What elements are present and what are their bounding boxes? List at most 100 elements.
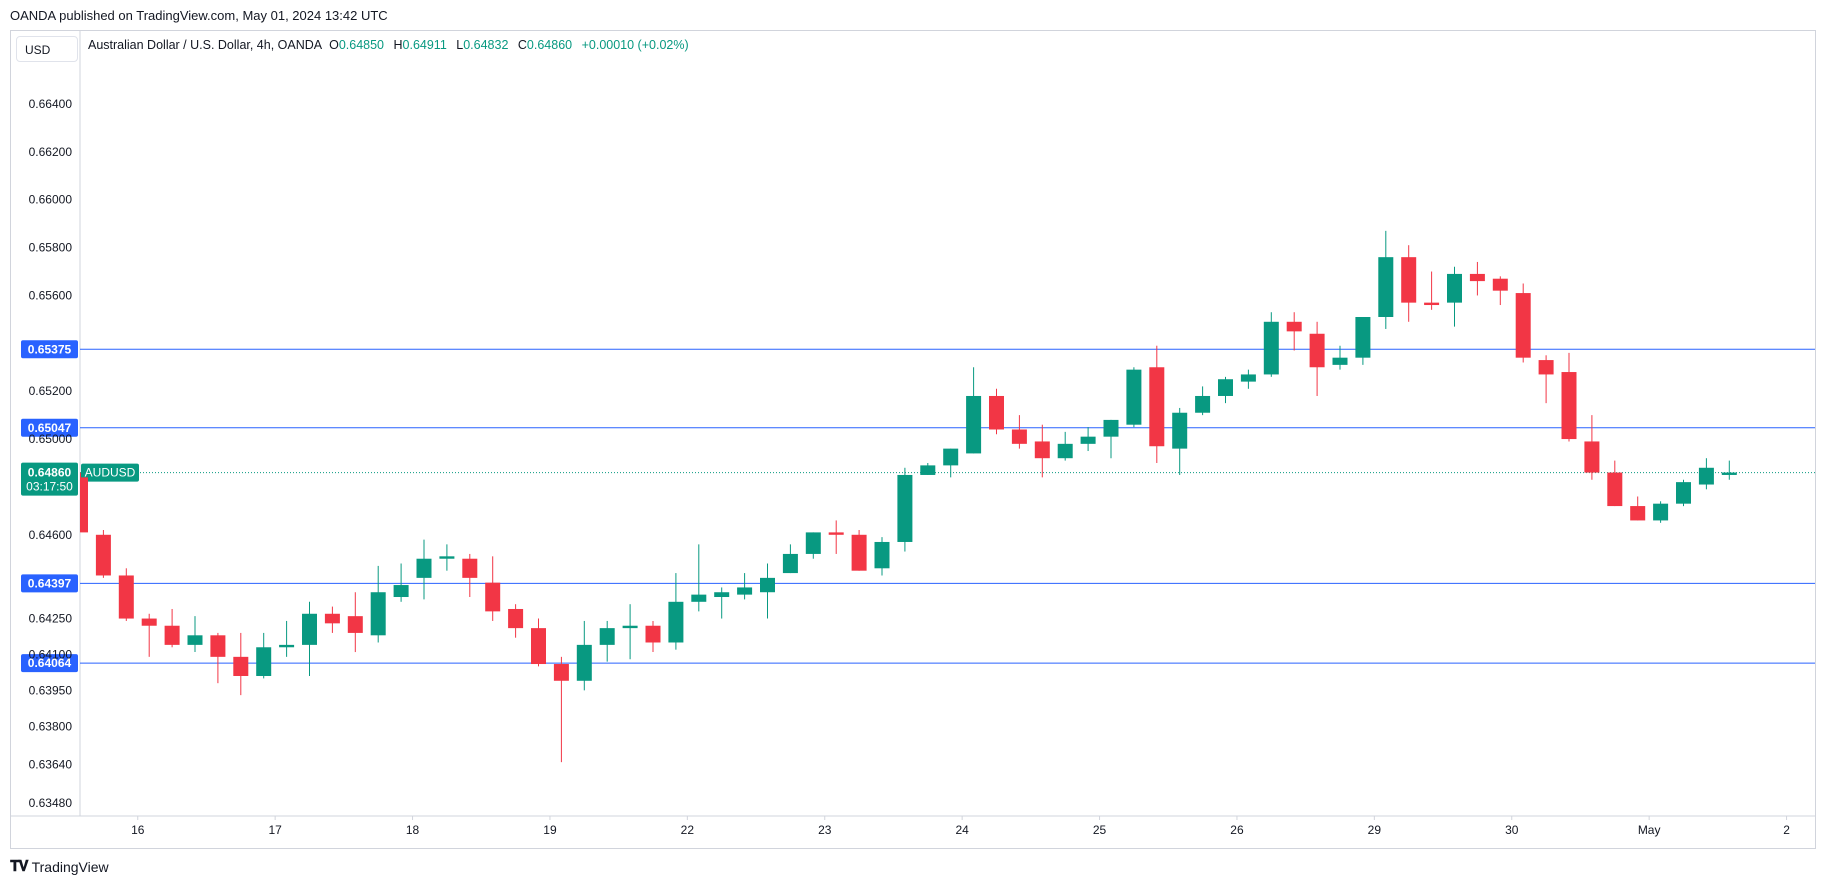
- candle-body: [118, 575, 134, 619]
- candle-body: [164, 625, 180, 645]
- candle-up: [1103, 419, 1119, 459]
- candle-body: [1218, 379, 1233, 396]
- candle-up: [279, 620, 295, 657]
- high-value: 0.64911: [402, 38, 447, 52]
- candle-body: [737, 587, 753, 595]
- candle-up: [920, 462, 936, 475]
- candle-body: [1057, 443, 1073, 459]
- candle-down: [1538, 355, 1554, 404]
- candle-up: [668, 573, 684, 650]
- horizontal-level-label: 0.65375: [28, 342, 72, 356]
- candle-down: [1584, 415, 1600, 480]
- candle-body: [1080, 436, 1096, 444]
- candle-up: [737, 573, 753, 600]
- candle-body: [1584, 441, 1600, 473]
- publisher-attribution: OANDA published on TradingView.com, May …: [10, 8, 388, 23]
- candle-up: [943, 448, 959, 478]
- candle-up: [805, 532, 821, 559]
- symbol-badge: [81, 463, 139, 482]
- currency-selector-button[interactable]: USD: [16, 36, 78, 62]
- x-tick-label: May: [1638, 823, 1661, 837]
- countdown-label: 03:17:50: [26, 480, 73, 494]
- candle-down: [164, 608, 180, 648]
- candle-up: [187, 616, 203, 653]
- y-tick-label: 0.66200: [29, 145, 73, 159]
- candle-up: [393, 563, 409, 602]
- symbol-title: Australian Dollar / U.S. Dollar, 4h, OAN…: [88, 38, 323, 52]
- candle-body: [347, 616, 363, 633]
- candle-up: [302, 601, 317, 676]
- candle-up: [1447, 266, 1462, 327]
- candle-down: [1401, 245, 1417, 322]
- chart-frame[interactable]: [10, 30, 1816, 849]
- axis-labels: 0.666000.664000.662000.660000.658000.656…: [29, 49, 1791, 837]
- y-tick-label: 0.64600: [29, 528, 73, 542]
- horizontal-level-label: 0.64064: [28, 656, 72, 670]
- tradingview-logo[interactable]: 𝐓𝐕 TradingView: [10, 858, 109, 875]
- candle-body: [1126, 369, 1142, 425]
- tradingview-logo-icon: 𝐓𝐕: [10, 858, 29, 875]
- candle-up: [782, 544, 798, 574]
- candle-body: [302, 613, 317, 645]
- candle-up: [1218, 376, 1233, 404]
- x-tick-label: 29: [1368, 823, 1382, 837]
- chart-axes: [10, 31, 1816, 820]
- candle-down: [1011, 415, 1027, 449]
- candle-body: [1240, 374, 1256, 382]
- candle-body: [462, 558, 478, 578]
- horizontal-level-label: 0.65047: [28, 421, 72, 435]
- y-tick-label: 0.66000: [29, 193, 73, 207]
- candle-up: [439, 544, 455, 571]
- candle-up: [1263, 312, 1279, 377]
- candle-body: [439, 556, 455, 559]
- candle-down: [1149, 345, 1165, 463]
- candle-body: [874, 541, 890, 569]
- candle-up: [416, 539, 432, 600]
- candle-body: [714, 592, 730, 598]
- candle-body: [691, 594, 707, 602]
- x-tick-label: 23: [818, 823, 832, 837]
- horizontal-level-badge: [21, 418, 78, 437]
- horizontal-level-label: 0.64397: [28, 576, 72, 590]
- candle-body: [1309, 333, 1325, 368]
- candle-body: [943, 448, 959, 466]
- candle-body: [1378, 257, 1394, 317]
- candle-up: [1676, 479, 1691, 507]
- candle-body: [1676, 482, 1691, 504]
- candle-up: [1240, 369, 1256, 389]
- y-tick-label: 0.65000: [29, 432, 73, 446]
- candle-body: [1401, 257, 1417, 303]
- candle-body: [576, 644, 592, 681]
- candle-body: [553, 664, 569, 681]
- candle-down: [1561, 352, 1577, 442]
- candle-down: [531, 618, 546, 667]
- candle-up: [370, 565, 386, 643]
- open-value: 0.64850: [338, 38, 384, 52]
- close-label: C: [517, 38, 527, 52]
- candle-body: [966, 395, 982, 454]
- candle-body: [645, 625, 661, 643]
- x-tick-label: 19: [543, 823, 557, 837]
- candle-body: [1492, 278, 1508, 291]
- candle-up: [1698, 458, 1714, 490]
- horizontal-level-badge: [21, 340, 78, 359]
- candle-body: [256, 647, 272, 676]
- candle-down: [1630, 496, 1646, 521]
- y-tick-label: 0.63800: [29, 719, 73, 733]
- candle-body: [531, 628, 546, 665]
- candle-down: [989, 388, 1004, 435]
- low-label: L: [456, 38, 464, 52]
- tradingview-logo-text: TradingView: [31, 858, 109, 875]
- candle-body: [760, 577, 775, 593]
- candle-up: [1080, 427, 1096, 452]
- y-tick-label: 0.63950: [29, 683, 73, 697]
- candle-body: [508, 608, 524, 629]
- candle-body: [1653, 503, 1669, 521]
- candle-up: [1378, 230, 1394, 329]
- candle-body: [1149, 367, 1165, 447]
- candle-body: [393, 585, 409, 598]
- last-price-badge: [21, 462, 78, 496]
- y-tick-label: 0.63640: [29, 758, 73, 772]
- candle-up: [1332, 345, 1348, 370]
